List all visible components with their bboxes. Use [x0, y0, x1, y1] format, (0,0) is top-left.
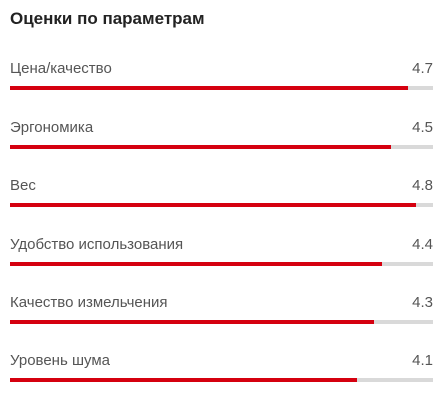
rating-bar-track	[10, 262, 433, 266]
rating-label: Эргономика	[10, 119, 94, 136]
rating-value: 4.7	[412, 60, 433, 77]
section-title: Оценки по параметрам	[10, 9, 205, 28]
rating-label: Вес	[10, 177, 36, 194]
rating-label: Качество измельчения	[10, 294, 168, 311]
rating-row-price-quality: Цена/качество 4.7	[10, 60, 433, 100]
rating-label: Удобство использования	[10, 236, 184, 253]
rating-row-grinding-quality: Качество измельчения 4.3	[10, 294, 433, 334]
rating-label: Уровень шума	[10, 352, 110, 369]
rating-bar-fill	[10, 378, 357, 382]
rating-bar-fill	[10, 86, 408, 90]
rating-row-usability: Удобство использования 4.4	[10, 236, 433, 276]
rating-value: 4.1	[412, 352, 433, 369]
rating-row-ergonomics: Эргономика 4.5	[10, 119, 433, 159]
rating-row-noise-level: Уровень шума 4.1	[10, 352, 433, 392]
rating-row-weight: Вес 4.8	[10, 177, 433, 217]
rating-value: 4.4	[412, 236, 433, 253]
rating-bar-fill	[10, 203, 417, 207]
rating-bar-track	[10, 203, 433, 207]
rating-bar-track	[10, 145, 433, 149]
rating-bar-fill	[10, 320, 374, 324]
rating-bar-track	[10, 378, 433, 382]
rating-bar-track	[10, 86, 433, 90]
rating-bar-track	[10, 320, 433, 324]
rating-label: Цена/качество	[10, 60, 112, 77]
rating-bar-fill	[10, 262, 383, 266]
rating-value: 4.3	[412, 294, 433, 311]
rating-value: 4.5	[412, 119, 433, 136]
rating-bar-fill	[10, 145, 391, 149]
rating-value: 4.8	[412, 177, 433, 194]
